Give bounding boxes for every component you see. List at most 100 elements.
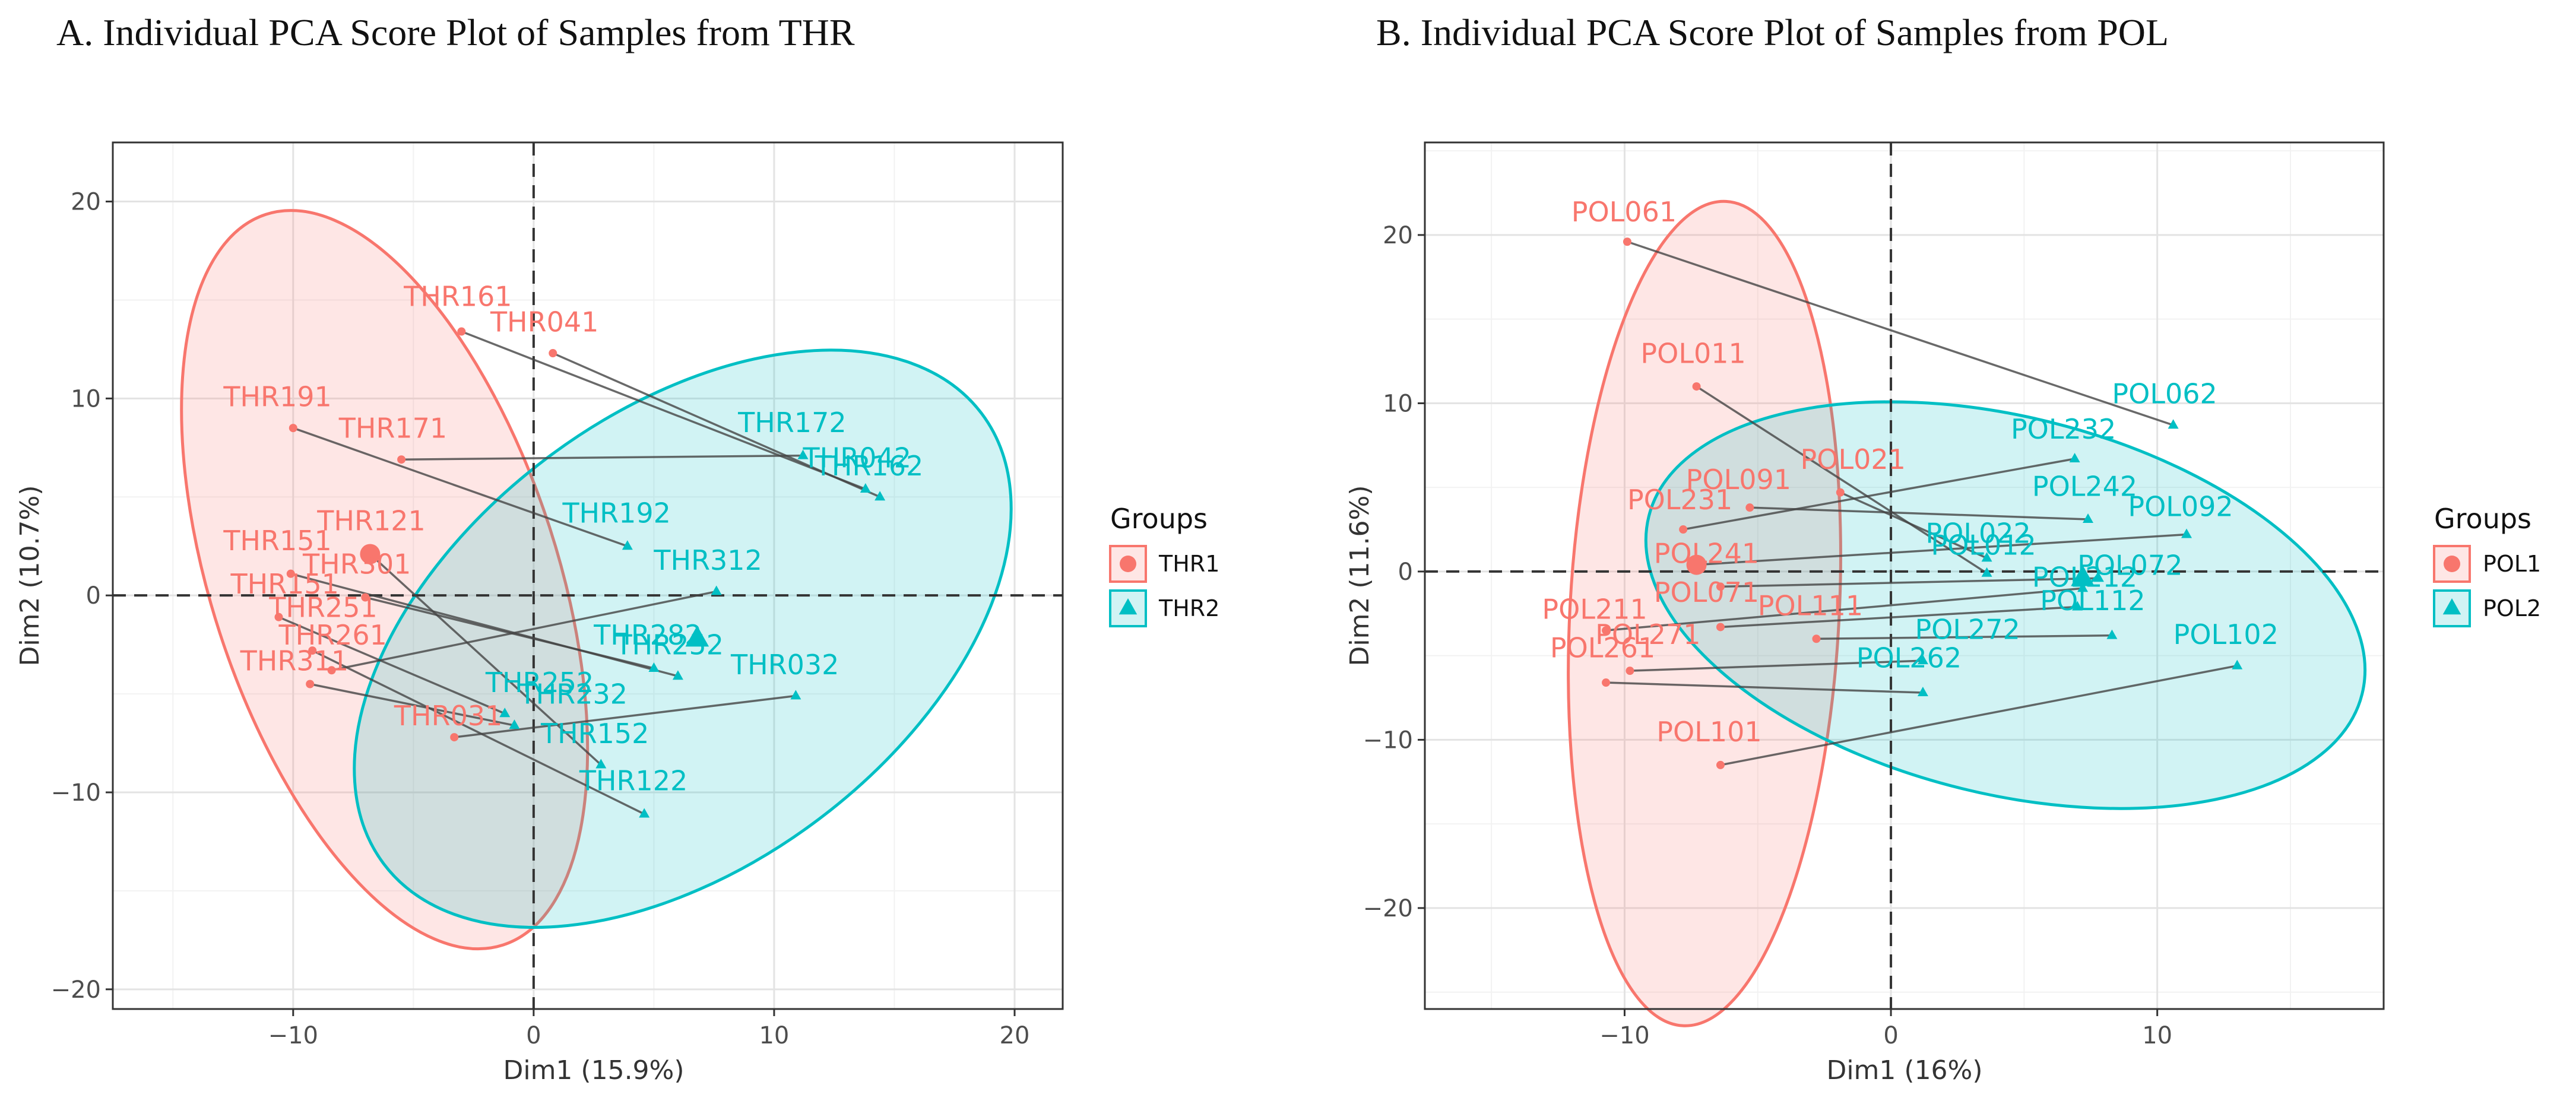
pca-plot-a: THR161THR041THR191THR171THR121THR151THR3… <box>15 141 1219 1086</box>
point-label-pol061: POL061 <box>1571 196 1677 228</box>
thr1-centroid-marker <box>360 544 381 564</box>
point-thr161 <box>457 327 466 336</box>
point-pol111 <box>1812 634 1821 643</box>
point-pol221 <box>1626 667 1634 675</box>
point-label-thr312: THR312 <box>653 544 762 576</box>
pair-connector-pol221 <box>1630 659 1923 672</box>
legend-symbol-circle <box>2444 556 2460 572</box>
thr1-confidence-ellipse <box>180 209 590 951</box>
y-tick-label: 0 <box>86 582 101 610</box>
pair-connector-pol011 <box>1696 385 1988 575</box>
point-pol271 <box>1716 623 1725 632</box>
point-label-thr232: THR232 <box>519 678 628 710</box>
point-thr042 <box>860 483 871 493</box>
legend-symbol-triangle <box>2442 598 2461 615</box>
x-tick-label: −10 <box>1599 1022 1649 1049</box>
x-axis-label: Dim1 (16%) <box>1826 1055 1982 1086</box>
point-thr122 <box>639 808 650 818</box>
point-label-pol071: POL071 <box>1654 576 1759 608</box>
point-thr171 <box>397 455 406 464</box>
y-tick-label: −20 <box>1363 895 1413 922</box>
pair-connector-thr191 <box>293 427 628 547</box>
point-thr172 <box>797 449 809 459</box>
point-pol021 <box>1836 488 1845 497</box>
x-tick-label: 10 <box>2142 1022 2172 1049</box>
point-label-thr041: THR041 <box>490 306 598 338</box>
point-label-pol111: POL111 <box>1758 590 1863 622</box>
y-tick-label: 10 <box>1383 390 1413 417</box>
point-thr312 <box>711 585 722 595</box>
point-label-thr151: THR151 <box>230 568 338 600</box>
point-label-pol231: POL231 <box>1627 484 1732 516</box>
point-label-pol102: POL102 <box>2173 618 2279 651</box>
point-thr162 <box>874 491 886 501</box>
point-label-thr251: THR251 <box>268 592 377 624</box>
pair-connector-pol101 <box>1720 664 2238 766</box>
point-pol012 <box>1981 567 1992 577</box>
point-thr251 <box>274 613 283 621</box>
point-pol061 <box>1623 237 1631 246</box>
point-thr252 <box>672 670 683 680</box>
panel-b-title: B. Individual PCA Score Plot of Samples … <box>1376 11 2169 53</box>
point-label-thr252: THR252 <box>615 629 724 661</box>
point-label-pol072: POL072 <box>2077 550 2182 582</box>
point-pol011 <box>1692 382 1701 391</box>
pair-connector-thr171 <box>401 454 803 461</box>
point-pol272 <box>2106 629 2118 639</box>
legend-title: Groups <box>2434 503 2531 535</box>
pair-connector-thr261 <box>312 649 645 816</box>
point-label-pol062: POL062 <box>2112 377 2217 410</box>
point-pol222 <box>1917 687 1928 697</box>
pair-connector-pol091 <box>1750 506 2089 521</box>
pair-connector-thr041 <box>552 352 880 498</box>
point-thr032 <box>790 690 801 700</box>
point-label-thr261: THR261 <box>278 619 386 651</box>
point-label-pol011: POL011 <box>1640 337 1745 369</box>
pair-connector-pol071 <box>1720 577 2099 588</box>
legend-title: Groups <box>1110 503 1208 535</box>
point-pol112 <box>2072 601 2083 611</box>
pair-connector-thr121 <box>369 553 602 766</box>
y-tick-label: 0 <box>1398 559 1413 586</box>
panel-border <box>112 141 1064 1010</box>
point-thr191 <box>289 424 297 433</box>
point-label-pol241: POL241 <box>1654 538 1759 570</box>
point-thr152 <box>595 759 607 769</box>
x-tick-label: 10 <box>759 1022 789 1049</box>
point-label-pol021: POL021 <box>1801 443 1906 475</box>
point-label-thr161: THR161 <box>403 280 512 312</box>
point-thr192 <box>622 540 633 550</box>
x-tick-label: 0 <box>1883 1022 1898 1049</box>
pair-connector-pol261 <box>1605 681 1923 694</box>
legend-label-thr2: THR2 <box>1158 595 1219 621</box>
legend-label-thr1: THR1 <box>1158 551 1219 577</box>
point-pol071 <box>1716 582 1725 591</box>
y-axis-label: Dim2 (10.7%) <box>15 485 45 666</box>
point-label-thr031: THR031 <box>394 700 502 732</box>
point-label-pol271: POL271 <box>1595 618 1700 651</box>
point-label-thr301: THR301 <box>302 548 411 580</box>
point-label-pol242: POL242 <box>2032 470 2137 502</box>
point-label-pol261: POL261 <box>1550 632 1655 664</box>
point-pol091 <box>1745 503 1754 512</box>
point-label-pol092: POL092 <box>2128 490 2233 522</box>
y-tick-label: −10 <box>51 779 101 807</box>
pair-connector-thr031 <box>454 694 796 738</box>
point-label-thr192: THR192 <box>562 497 670 529</box>
point-label-pol272: POL272 <box>1915 613 2020 645</box>
point-label-thr311: THR311 <box>240 645 348 677</box>
pair-connector-thr161 <box>461 330 866 490</box>
point-label-thr032: THR032 <box>730 649 839 681</box>
point-thr301 <box>361 593 370 602</box>
point-thr232 <box>509 719 520 729</box>
point-thr151 <box>286 569 295 578</box>
x-tick-label: 20 <box>1000 1022 1030 1049</box>
x-tick-label: 0 <box>526 1022 541 1049</box>
y-tick-label: 10 <box>71 385 101 413</box>
pair-connector-thr311 <box>309 683 515 726</box>
point-label-thr121: THR121 <box>316 505 425 537</box>
point-label-pol012: POL012 <box>1931 529 2036 561</box>
panel-background <box>113 142 1063 1009</box>
point-pol101 <box>1716 760 1725 769</box>
